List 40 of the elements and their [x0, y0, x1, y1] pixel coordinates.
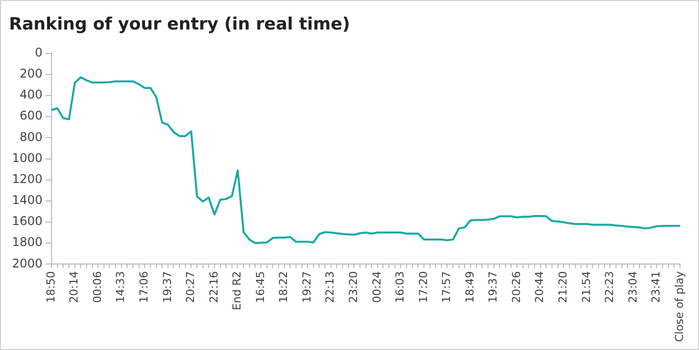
y-tick-label: 1600 — [12, 214, 43, 228]
x-tick-label: 21:20 — [556, 271, 570, 303]
x-tick-label: 22:16 — [207, 271, 220, 303]
x-tick-label: 18:49 — [463, 271, 476, 303]
chart-title: Ranking of your entry (in real time) — [9, 14, 350, 35]
x-tick-label: 19:37 — [160, 271, 174, 303]
x-tick-label: 21:54 — [580, 271, 593, 303]
y-tick-label: 0 — [34, 46, 43, 60]
x-tick-label: Close of play — [672, 270, 686, 342]
x-tick-label: 17:20 — [416, 271, 430, 303]
y-tick-label: 2000 — [12, 256, 43, 270]
x-tick-label: 17:06 — [138, 271, 151, 303]
x-tick-label: 23:41 — [650, 271, 663, 303]
y-tick-label: 1000 — [12, 150, 43, 165]
y-tick-label: 1400 — [12, 193, 43, 208]
x-tick-label: 16:03 — [394, 271, 407, 303]
x-tick-label: 22:13 — [324, 271, 337, 303]
x-tick-label: 16:45 — [254, 271, 267, 303]
y-tick-label: 200 — [20, 66, 43, 81]
x-tick-label: 23:04 — [626, 271, 640, 303]
x-tick-label: End R2 — [230, 271, 244, 310]
x-tick-label: 19:27 — [300, 271, 314, 303]
x-tick-label: 14:33 — [114, 271, 128, 303]
x-tick-label: 18:50 — [44, 271, 58, 303]
x-tick-label: 23:20 — [346, 271, 360, 303]
y-tick-label: 800 — [20, 130, 43, 144]
x-tick-label: 20:14 — [68, 271, 81, 303]
y-tick-label: 1800 — [12, 235, 43, 250]
x-tick-label: 00:24 — [370, 271, 384, 303]
x-tick-label: 20:27 — [184, 271, 198, 303]
y-tick-label: 400 — [20, 88, 43, 102]
y-tick-label: 1200 — [12, 172, 43, 186]
x-tick-label: 20:26 — [510, 271, 523, 303]
x-tick-label: 19:37 — [486, 271, 500, 303]
x-tick-label: 18:22 — [277, 271, 290, 303]
x-tick-label: 17:57 — [440, 271, 454, 303]
x-tick-label: 22:23 — [603, 271, 616, 303]
x-tick-label: 00:06 — [90, 271, 104, 303]
x-tick-label: 20:44 — [533, 271, 546, 303]
y-tick-label: 600 — [20, 108, 43, 123]
